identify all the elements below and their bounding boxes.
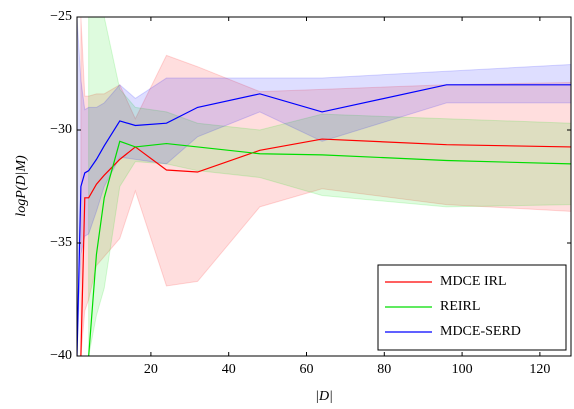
band [80, 17, 571, 356]
line [88, 140, 571, 356]
legend-label: MDCE-SERD [440, 324, 521, 339]
legend-label: REIRL [440, 299, 480, 314]
plot-area [77, 17, 571, 356]
y-tick-label: −35 [50, 235, 72, 250]
x-tick-label: 40 [222, 362, 236, 377]
x-tick-label: 20 [144, 362, 158, 377]
band [88, 17, 571, 356]
y-tick-label: −30 [50, 122, 72, 137]
x-tick-label: 60 [299, 362, 313, 377]
y-tick-label: −25 [50, 9, 72, 24]
y-axis-label: logP(D|M) [14, 155, 29, 217]
x-axis-label: |D| [315, 389, 333, 404]
x-tick-label: 100 [452, 362, 473, 377]
x-tick-label: 80 [377, 362, 391, 377]
axes-frame [76, 16, 572, 357]
x-tick-label: 120 [529, 362, 550, 377]
band [77, 17, 571, 356]
y-tick-label: −40 [50, 348, 72, 363]
line [77, 84, 571, 356]
legend-label: MDCE IRL [440, 274, 507, 289]
